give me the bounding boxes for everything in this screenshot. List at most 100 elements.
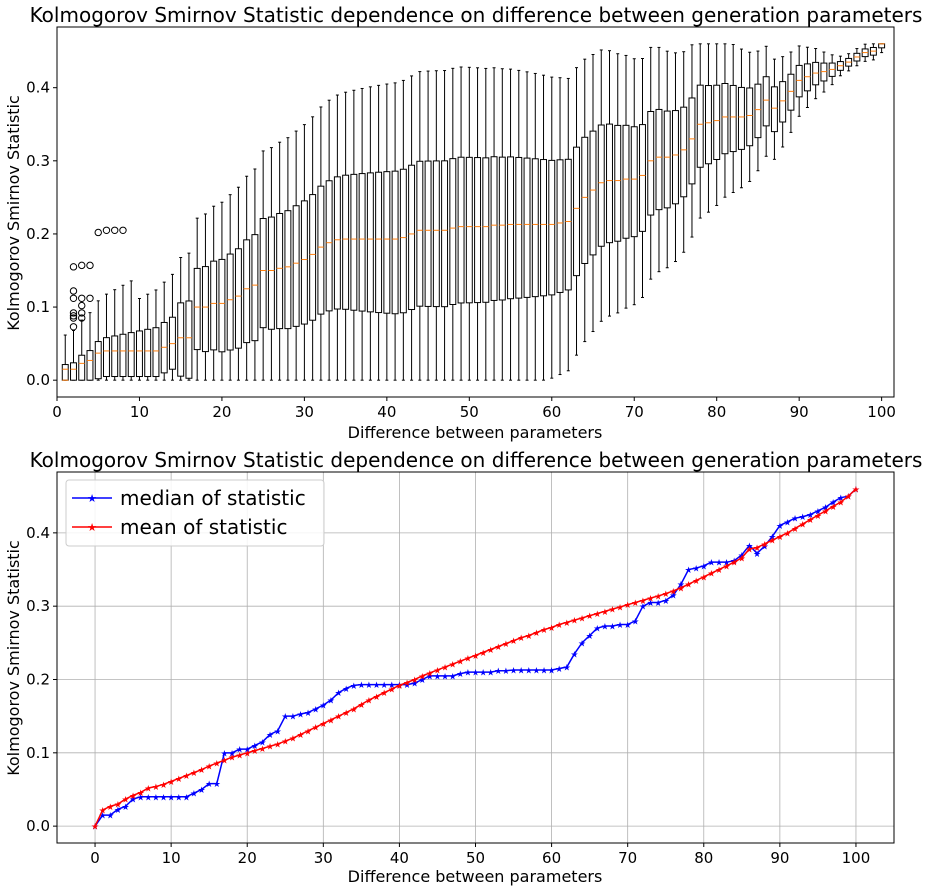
x-tick-label: 100 xyxy=(867,403,896,421)
mean-point: ★ xyxy=(289,735,297,745)
mean-point: ★ xyxy=(563,619,571,629)
outlier-point xyxy=(86,261,94,270)
box-body xyxy=(441,160,449,308)
box-body xyxy=(70,362,77,381)
box-body xyxy=(737,86,745,150)
median-point: ★ xyxy=(243,746,251,756)
box xyxy=(581,58,589,343)
chart1-x-ticks: 0 10 20 30 40 50 60 70 80 90 100 xyxy=(52,397,896,421)
median-point: ★ xyxy=(783,518,791,528)
box-body xyxy=(762,76,770,127)
median-point: ★ xyxy=(327,697,335,707)
box-body xyxy=(383,171,391,314)
mean-point: ★ xyxy=(502,640,510,650)
mean-point: ★ xyxy=(700,573,708,583)
box xyxy=(482,67,490,381)
outlier-point xyxy=(69,294,78,302)
median-point: ★ xyxy=(99,812,107,822)
median-point: ★ xyxy=(312,705,320,715)
box-body xyxy=(696,84,704,168)
y-tick-label: 0.4 xyxy=(26,79,50,97)
box-body xyxy=(366,172,374,313)
outlier-point xyxy=(69,312,78,320)
box xyxy=(111,289,119,381)
mean-point: ★ xyxy=(426,669,434,679)
box xyxy=(350,89,358,381)
box xyxy=(779,56,787,148)
box xyxy=(317,106,325,381)
mean-point: ★ xyxy=(548,624,556,634)
median-point: ★ xyxy=(106,812,114,822)
mean-point: ★ xyxy=(312,724,320,734)
box-body xyxy=(210,260,218,351)
median-point: ★ xyxy=(631,617,639,627)
box-body xyxy=(300,200,308,325)
mean-point: ★ xyxy=(677,584,685,594)
legend-mean-marker: ★ xyxy=(87,521,97,534)
box xyxy=(564,77,572,372)
median-point: ★ xyxy=(258,738,266,748)
box xyxy=(457,66,465,381)
box xyxy=(127,280,135,381)
median-point: ★ xyxy=(357,681,365,691)
mean-point: ★ xyxy=(532,629,540,639)
mean-series: ★★ ★ ★★ ★ ★ ★ ★ ★ ★ ★ ★ ★ ★ ★ ★ ★ ★ ★ ★ ★ ★ ★ ★ ★ ★ ★ ★ ★ ★ ★ ★ ★ ★ ★ ★ ★ ★ ★… xyxy=(91,485,860,832)
chart1-x-label: Difference between parameters xyxy=(348,423,603,442)
box-body xyxy=(622,124,630,239)
mean-point: ★ xyxy=(129,792,137,802)
median-point: ★ xyxy=(616,621,624,631)
median-point: ★ xyxy=(723,559,731,569)
box-body xyxy=(103,337,110,378)
mean-point: ★ xyxy=(471,652,479,662)
x-tick-label: 20 xyxy=(212,403,231,421)
box-body xyxy=(507,156,515,300)
median-point: ★ xyxy=(114,806,122,816)
mean-point: ★ xyxy=(814,512,822,522)
mean-point: ★ xyxy=(464,655,472,665)
box-body xyxy=(795,64,803,98)
median-point: ★ xyxy=(578,639,586,649)
box-body xyxy=(234,248,242,349)
outlier-point xyxy=(111,226,119,234)
legend-median-label: median of statistic xyxy=(120,486,306,510)
box xyxy=(803,46,811,109)
box xyxy=(737,48,745,189)
box-body xyxy=(465,156,473,304)
mean-point: ★ xyxy=(220,757,228,767)
mean-point: ★ xyxy=(669,587,677,597)
median-point: ★ xyxy=(502,667,510,677)
mean-point: ★ xyxy=(555,621,563,631)
mean-point: ★ xyxy=(137,789,145,799)
median-point: ★ xyxy=(745,542,753,552)
mean-point: ★ xyxy=(738,554,746,564)
chart2-x-label: Difference between parameters xyxy=(348,867,603,886)
box-body xyxy=(490,156,498,301)
median-point: ★ xyxy=(715,559,723,569)
outlier-point xyxy=(86,294,94,302)
mean-point: ★ xyxy=(159,781,167,791)
chart2-title: Kolmogorov Smirnov Statistic dependence … xyxy=(30,448,923,472)
box xyxy=(754,50,762,172)
x-tick-label: 50 xyxy=(460,403,479,421)
median-point: ★ xyxy=(129,796,137,806)
chart1-title: Kolmogorov Smirnov Statistic dependence … xyxy=(30,3,923,27)
median-point: ★ xyxy=(593,625,601,635)
median-point: ★ xyxy=(388,681,396,691)
box-body xyxy=(416,160,424,307)
mean-point: ★ xyxy=(144,785,152,795)
box-body xyxy=(746,87,754,147)
box-body xyxy=(564,158,572,291)
median-point: ★ xyxy=(510,666,518,676)
box xyxy=(614,53,622,314)
box-body xyxy=(201,266,209,353)
box xyxy=(787,51,795,133)
box xyxy=(292,130,300,381)
box xyxy=(845,53,853,72)
mean-point: ★ xyxy=(570,617,578,627)
box xyxy=(828,54,836,86)
box-body xyxy=(597,124,605,247)
box-body xyxy=(474,157,482,304)
mean-point: ★ xyxy=(761,540,769,550)
box-body xyxy=(655,108,663,211)
outlier-point xyxy=(78,309,86,317)
